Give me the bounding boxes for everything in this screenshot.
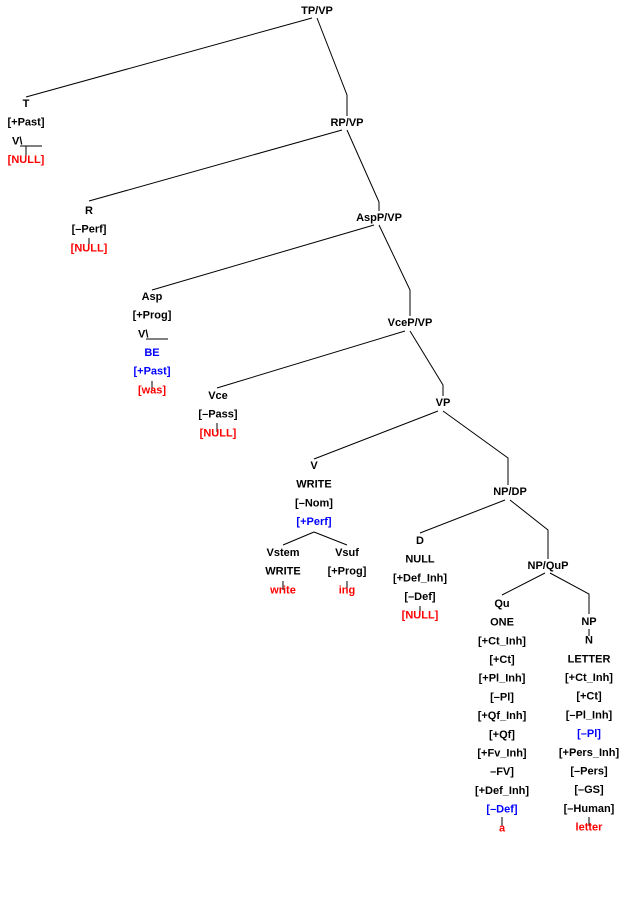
node-asp-label: [was] bbox=[138, 384, 166, 396]
node-qu-label: [–Pl] bbox=[490, 691, 514, 703]
node-np-label: [–Pl_Inh] bbox=[566, 709, 613, 721]
node-asp-label: [+Prog] bbox=[133, 310, 172, 322]
node-qu-label: [+Fv_Inh] bbox=[477, 748, 527, 760]
edge-npdp-npqup bbox=[509, 499, 549, 559]
node-d-label: D bbox=[416, 535, 424, 547]
node-vce-label: Vce bbox=[208, 390, 228, 402]
node-np-label: [–GS] bbox=[574, 784, 604, 796]
node-npqup-label: NP/QuP bbox=[528, 560, 569, 572]
node-v-label: V bbox=[310, 460, 318, 472]
node-r-label: R bbox=[85, 205, 93, 217]
edge-npqup-qu bbox=[501, 572, 546, 596]
node-np-label: [+Ct_Inh] bbox=[565, 672, 613, 684]
tree-edges bbox=[20, 17, 590, 826]
node-v-label: WRITE bbox=[296, 479, 331, 491]
edge-vp-npdp bbox=[442, 410, 509, 485]
node-t-label: [NULL] bbox=[8, 154, 45, 166]
edge-npqup-np bbox=[549, 572, 590, 614]
node-np-label: [+Ct] bbox=[576, 691, 602, 703]
edge-npdp-d bbox=[419, 499, 506, 534]
node-r-label: [NULL] bbox=[71, 242, 108, 254]
node-vp-label: VP bbox=[436, 397, 451, 409]
node-tp-label: TP/VP bbox=[301, 5, 333, 17]
node-qu-label: [+Qf] bbox=[489, 729, 515, 741]
node-qu-label: –FV] bbox=[490, 766, 514, 778]
node-d-label: NULL bbox=[405, 554, 435, 566]
edge-aspp-vcep bbox=[378, 224, 411, 316]
edge-v-vstem bbox=[282, 531, 315, 546]
node-v-label: [–Nom] bbox=[295, 497, 333, 509]
node-np-label: [–Human] bbox=[564, 803, 615, 815]
node-d-label: [NULL] bbox=[402, 610, 439, 622]
node-qu-label: [+Qf_Inh] bbox=[478, 710, 527, 722]
node-vsuf-label: Vsuf bbox=[335, 547, 359, 559]
node-rp-label: RP/VP bbox=[330, 117, 363, 129]
edge-vp-v bbox=[313, 410, 439, 460]
node-v-label: [+Perf] bbox=[296, 516, 331, 528]
tree-labels: TP/VP T [+Past] V\ [NULL] RP/VP R [–Perf] [NULL]… bbox=[8, 5, 620, 834]
node-t-label: V\ bbox=[12, 135, 22, 147]
node-vstem-label: WRITE bbox=[265, 566, 300, 578]
node-np-label: LETTER bbox=[568, 653, 611, 665]
edge-aspp-asp bbox=[151, 224, 375, 291]
edge-vcep-vce bbox=[216, 330, 406, 389]
node-aspp-label: AspP/VP bbox=[356, 212, 402, 224]
node-qu-label: Qu bbox=[494, 598, 509, 610]
node-qu-label: [+Ct] bbox=[489, 654, 515, 666]
node-np-label: [–Pl] bbox=[577, 728, 601, 740]
node-asp-label: BE bbox=[144, 347, 159, 359]
node-asp-label: [+Past] bbox=[134, 366, 171, 378]
node-vce-label: [–Pass] bbox=[198, 409, 237, 421]
node-vstem-label: write bbox=[269, 584, 296, 596]
edge-tp-rp bbox=[316, 17, 348, 116]
node-np-label: NP bbox=[581, 616, 596, 628]
node-r-label: [–Perf] bbox=[72, 224, 107, 236]
node-qu-label: [–Def] bbox=[486, 804, 518, 816]
node-qu-label: a bbox=[499, 822, 506, 834]
node-t-label: [+Past] bbox=[8, 117, 45, 129]
edge-tp-t bbox=[25, 17, 313, 98]
edge-rp-aspp bbox=[346, 129, 380, 211]
node-qu-label: [+Def_Inh] bbox=[475, 785, 529, 797]
edge-rp-r bbox=[88, 129, 343, 202]
node-qu-label: [+Ct_Inh] bbox=[478, 635, 526, 647]
node-vce-label: [NULL] bbox=[200, 427, 237, 439]
node-vstem-label: Vstem bbox=[266, 547, 299, 559]
node-qu-label: [+Pl_Inh] bbox=[479, 673, 526, 685]
edge-v-vsuf bbox=[313, 531, 348, 546]
node-np-label: N bbox=[585, 635, 593, 647]
node-np-label: letter bbox=[576, 822, 604, 834]
node-d-label: [+Def_Inh] bbox=[393, 572, 447, 584]
node-np-label: [+Pers_Inh] bbox=[559, 747, 620, 759]
node-asp-label: V\ bbox=[138, 328, 148, 340]
node-vcep-label: VceP/VP bbox=[388, 317, 433, 329]
node-t-label: T bbox=[23, 98, 30, 110]
node-qu-label: ONE bbox=[490, 617, 514, 629]
node-npdp-label: NP/DP bbox=[493, 486, 527, 498]
node-vsuf-label: ing bbox=[339, 584, 356, 596]
node-vsuf-label: [+Prog] bbox=[328, 566, 367, 578]
node-np-label: [–Pers] bbox=[570, 766, 608, 778]
edge-vcep-vp bbox=[409, 330, 444, 396]
node-d-label: [–Def] bbox=[404, 591, 436, 603]
node-asp-label: Asp bbox=[142, 291, 163, 303]
